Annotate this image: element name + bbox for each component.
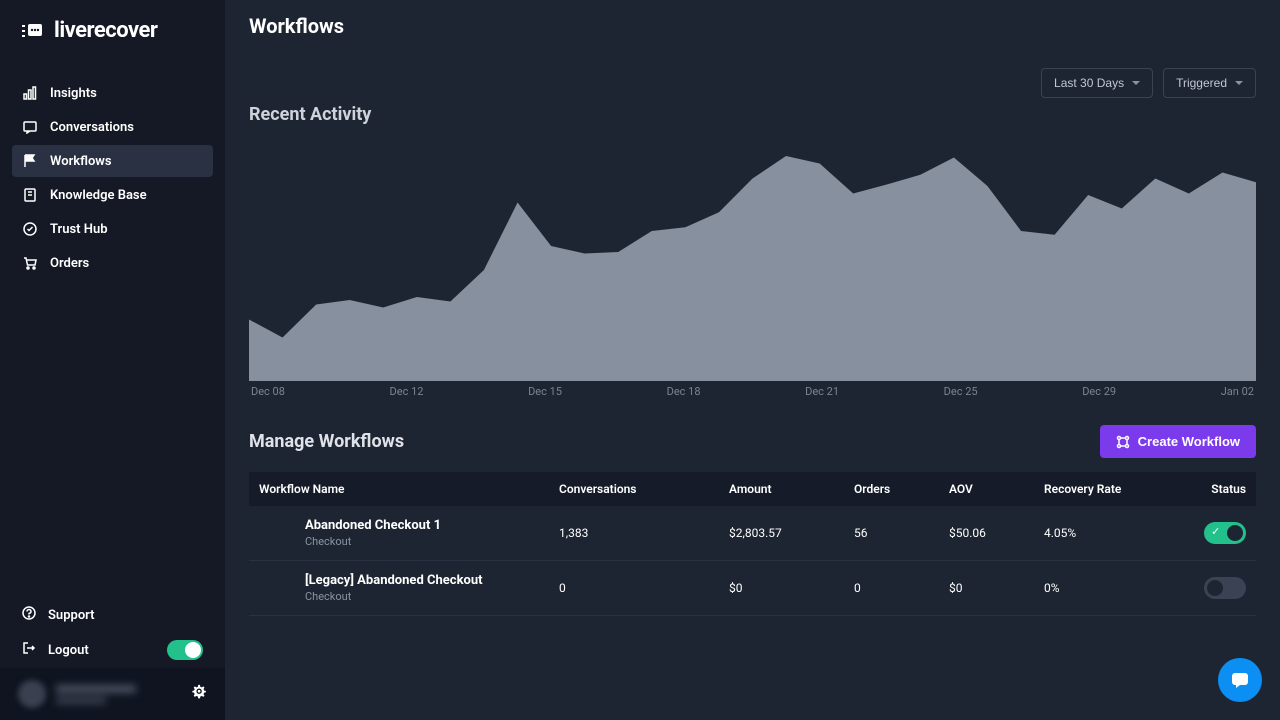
daterange-filter[interactable]: Last 30 Days [1041, 68, 1153, 98]
table-row[interactable]: [Legacy] Abandoned CheckoutCheckout0$00$… [249, 561, 1256, 616]
table-row[interactable]: Abandoned Checkout 1 Checkout1,383$2,803.… [249, 506, 1256, 561]
nav-label: Knowledge Base [50, 188, 147, 203]
settings-icon[interactable] [191, 684, 207, 704]
x-axis-labels: Dec 08Dec 12Dec 15Dec 18Dec 21Dec 25Dec … [249, 385, 1256, 398]
nav-label: Insights [50, 86, 97, 101]
sidebar-item-workflows[interactable]: Workflows [12, 145, 213, 177]
cell-recovery-rate: 4.05% [1044, 526, 1164, 540]
sidebar-item-knowledge-base[interactable]: Knowledge Base [12, 179, 213, 211]
col-aov: AOV [949, 482, 1044, 496]
cell-amount: $2,803.57 [729, 526, 854, 540]
nav-label: Conversations [50, 120, 134, 135]
chevron-down-icon [1235, 81, 1243, 85]
create-label: Create Workflow [1138, 434, 1240, 449]
theme-toggle[interactable] [167, 640, 203, 660]
check-circle-icon [22, 221, 38, 237]
workflows-table: Workflow Name Conversations Amount Order… [249, 472, 1256, 616]
col-conversations: Conversations [559, 482, 729, 496]
manage-header: Manage Workflows Create Workflow [249, 425, 1256, 458]
status-toggle[interactable] [1204, 522, 1246, 544]
cell-orders: 56 [854, 526, 949, 540]
table-body: Abandoned Checkout 1Checkout1,383$2,803.… [249, 506, 1256, 616]
sidebar-bottom: Support Logout [0, 588, 225, 668]
user-row [0, 668, 225, 720]
cart-icon [22, 255, 38, 271]
cell-recovery-rate: 0% [1044, 581, 1164, 595]
activity-chart: Dec 08Dec 12Dec 15Dec 18Dec 21Dec 25Dec … [249, 141, 1256, 401]
workflow-type: Checkout [259, 535, 559, 548]
chart-icon [22, 85, 38, 101]
logout-icon [22, 641, 36, 659]
workflow-name: [Legacy] Abandoned Checkout [259, 573, 559, 588]
metric-filter[interactable]: Triggered [1163, 68, 1256, 98]
col-amount: Amount [729, 482, 854, 496]
brand-name: liverecover [54, 18, 157, 43]
col-workflow-name: Workflow Name [259, 482, 559, 496]
manage-title: Manage Workflows [249, 431, 404, 452]
cell-conversations: 0 [559, 581, 729, 595]
sidebar-item-orders[interactable]: Orders [12, 247, 213, 279]
cell-conversations: 1,383 [559, 526, 729, 540]
col-recovery-rate: Recovery Rate [1044, 482, 1164, 496]
workflow-type: Checkout [259, 590, 559, 603]
book-icon [22, 187, 38, 203]
cell-orders: 0 [854, 581, 949, 595]
filters: Last 30 Days Triggered [249, 68, 1256, 98]
sidebar-item-insights[interactable]: Insights [12, 77, 213, 109]
daterange-label: Last 30 Days [1054, 76, 1124, 90]
chevron-down-icon [1132, 81, 1140, 85]
nav-label: Trust Hub [50, 222, 108, 237]
area-chart-svg [249, 141, 1256, 381]
page-title: Workflows [249, 14, 1256, 38]
recent-activity-title: Recent Activity [249, 104, 1256, 125]
avatar [18, 680, 46, 708]
intercom-chat-button[interactable] [1218, 658, 1262, 702]
create-workflow-button[interactable]: Create Workflow [1100, 425, 1256, 458]
workflow-icon [1116, 435, 1130, 449]
flag-icon [22, 153, 38, 169]
col-orders: Orders [854, 482, 949, 496]
workflow-name: Abandoned Checkout 1 [259, 518, 559, 533]
support-label: Support [48, 608, 95, 623]
chat-bubble-icon [1229, 669, 1251, 691]
cell-aov: $50.06 [949, 526, 1044, 540]
metric-label: Triggered [1176, 76, 1227, 90]
nav: Insights Conversations Workflows Knowled… [0, 61, 225, 588]
col-status: Status [1164, 482, 1246, 496]
sidebar-item-conversations[interactable]: Conversations [12, 111, 213, 143]
table-header: Workflow Name Conversations Amount Order… [249, 472, 1256, 506]
chat-icon [22, 119, 38, 135]
logout-link[interactable]: Logout [12, 632, 213, 668]
status-toggle[interactable] [1204, 577, 1246, 599]
logo-icon [22, 22, 44, 40]
cell-aov: $0 [949, 581, 1044, 595]
sidebar: liverecover Insights Conversations Workf… [0, 0, 225, 720]
support-link[interactable]: Support [12, 598, 213, 632]
nav-label: Orders [50, 256, 89, 271]
main: Workflows Last 30 Days Triggered Recent … [225, 0, 1280, 720]
sidebar-item-trust-hub[interactable]: Trust Hub [12, 213, 213, 245]
logout-label: Logout [48, 643, 89, 658]
logo: liverecover [0, 0, 225, 61]
help-icon [22, 606, 36, 624]
cell-amount: $0 [729, 581, 854, 595]
nav-label: Workflows [50, 154, 112, 169]
user-info [56, 685, 181, 704]
